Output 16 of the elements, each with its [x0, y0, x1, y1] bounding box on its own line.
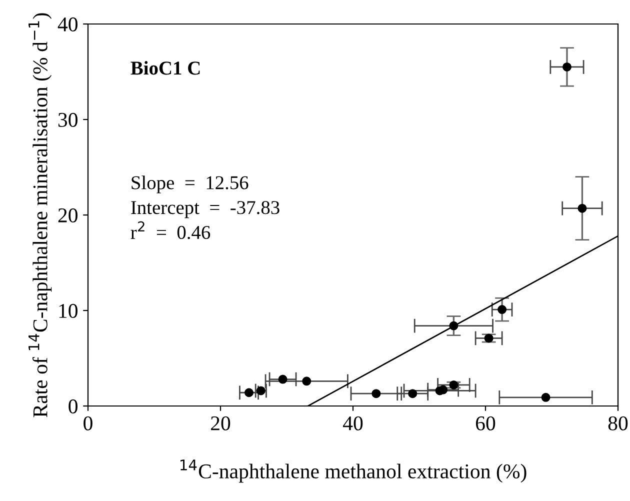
- x-tick-label: 60: [476, 416, 496, 430]
- y-tick-label: 30: [58, 112, 78, 127]
- x-tick-label: 40: [342, 416, 363, 430]
- annotation: Intercept = -37.83: [131, 201, 280, 218]
- annotation: Slope = 12.56: [132, 176, 248, 194]
- annotation: BioC1 C: [130, 61, 200, 75]
- y-tick-label: 20: [58, 208, 78, 222]
- y-tick-label: 0: [68, 399, 78, 414]
- x-tick-label: 0: [84, 416, 92, 430]
- x-axis-title: $^{14}$C-naphthalene methanol extraction (%): [180, 460, 526, 483]
- x-tick-label: 20: [211, 416, 230, 430]
- annotation: r$^{2}$ = 0.46: [130, 221, 210, 240]
- y-tick-label: 10: [59, 304, 78, 318]
- x-tick-label: 80: [608, 416, 628, 430]
- y-axis-title: Rate of $^{14}$C-naphthalene mineralisation (% d$^{−1}$): [28, 13, 52, 418]
- y-tick-label: 40: [58, 17, 78, 32]
